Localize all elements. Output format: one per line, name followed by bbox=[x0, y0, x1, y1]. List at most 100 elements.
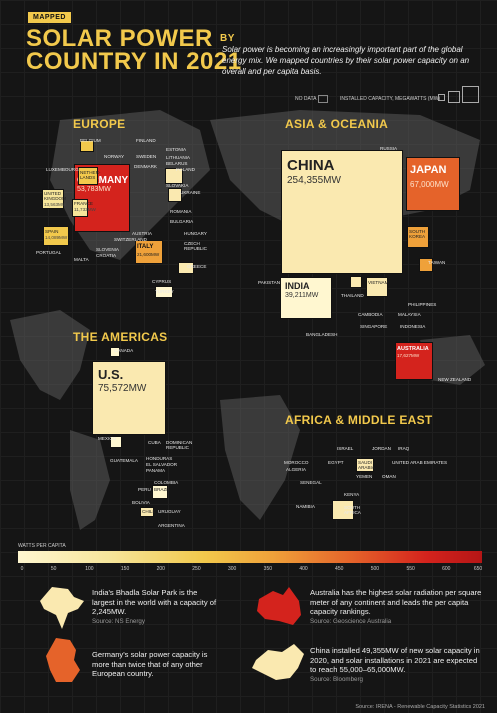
south-africa-label: SOUTH AFRICA bbox=[344, 505, 361, 515]
oman-label: OMAN bbox=[382, 474, 396, 479]
chile-label: CHILE bbox=[142, 509, 156, 514]
netherlands-label: NETHER- LANDS bbox=[80, 170, 100, 180]
scale-tick: 150 bbox=[121, 566, 129, 572]
algeria-label: ALGERIA bbox=[286, 467, 306, 472]
jordan-label: JORDAN bbox=[372, 446, 391, 451]
us-value: 75,572MW bbox=[98, 383, 146, 394]
south-korea-label: SOUTH KOREA bbox=[409, 229, 425, 239]
portugal-label: PORTUGAL bbox=[36, 250, 61, 255]
fact-australia-source: Source: Geoscience Australia bbox=[310, 617, 485, 627]
uk-label: UNITED KINGDOM bbox=[44, 191, 66, 201]
region-asia-title: ASIA & OCEANIA bbox=[285, 117, 388, 131]
singapore-label: SINGAPORE bbox=[360, 324, 387, 329]
iraq-label: IRAQ bbox=[398, 446, 409, 451]
color-scale-bar bbox=[18, 551, 482, 563]
fact-germany-text: Germany's solar power capacity is more t… bbox=[92, 650, 217, 679]
india-map-icon bbox=[38, 585, 86, 631]
fact-india-source: Source: NS Energy bbox=[92, 617, 217, 627]
cambodia-label: CAMBODIA bbox=[358, 312, 383, 317]
guatemala-label: GUATEMALA bbox=[110, 458, 138, 463]
hungary-label: HUNGARY bbox=[184, 231, 207, 236]
lithuania-label: LITHUANIA bbox=[166, 155, 190, 160]
scale-tick: 0 bbox=[21, 566, 24, 572]
mexico-label: MEXICO bbox=[98, 436, 116, 441]
uae-label: UNITED ARAB EMIRATES bbox=[392, 460, 447, 465]
scale-tick: 350 bbox=[264, 566, 272, 572]
denmark-label: DENMARK bbox=[134, 164, 157, 169]
vietnam-label: VIETNAM bbox=[368, 280, 388, 285]
thailand-label: THAILAND bbox=[341, 293, 364, 298]
italy-name: ITALY bbox=[137, 244, 153, 250]
scale-tick: 600 bbox=[442, 566, 450, 572]
morocco-label: MOROCCO bbox=[284, 460, 309, 465]
el-salvador-label: EL SALVADOR bbox=[146, 462, 177, 467]
region-americas-title: THE AMERICAS bbox=[73, 330, 168, 344]
china-name: CHINA bbox=[287, 157, 335, 174]
poland-label: POLAND bbox=[176, 167, 195, 172]
bangladesh-label: BANGLADESH bbox=[306, 332, 337, 337]
romania-label: ROMANIA bbox=[170, 209, 191, 214]
luxembourg-label: LUXEMBOURG bbox=[46, 167, 79, 172]
scale-tick: 500 bbox=[371, 566, 379, 572]
uruguay-label: URUGUAY bbox=[158, 509, 181, 514]
bulgaria-label: BULGARIA bbox=[170, 219, 193, 224]
scale-tick: 300 bbox=[228, 566, 236, 572]
croatia-label: CROATIA bbox=[96, 253, 116, 258]
japan-name: JAPAN bbox=[410, 164, 446, 176]
australia-name: AUSTRALIA bbox=[397, 346, 429, 352]
fact-china: China installed 49,355MW of new solar ca… bbox=[310, 646, 480, 684]
region-africa-title: AFRICA & MIDDLE EAST bbox=[285, 413, 433, 427]
finland-label: FINLAND bbox=[136, 138, 156, 143]
saudi-label: SAUDI ARABIA bbox=[358, 460, 375, 470]
pakistan-label: PAKISTAN bbox=[258, 280, 280, 285]
indonesia-label: INDONESIA bbox=[400, 324, 425, 329]
estonia-label: ESTONIA bbox=[166, 147, 186, 152]
honduras-label: HONDURAS bbox=[146, 456, 172, 461]
fact-germany: Germany's solar power capacity is more t… bbox=[92, 650, 217, 679]
germany-value: 53,783MW bbox=[77, 186, 111, 193]
czech-label: CZECH REPUBLIC bbox=[184, 241, 207, 251]
scale-tick: 250 bbox=[192, 566, 200, 572]
france-value: 11,733MW bbox=[74, 207, 96, 212]
fact-india: India's Bhadla Solar Park is the largest… bbox=[92, 588, 217, 626]
malaysia-label: MALAYSIA bbox=[398, 312, 421, 317]
scale-tick: 200 bbox=[157, 566, 165, 572]
australia-value: 17,627MW bbox=[397, 353, 419, 358]
belgium-label: BELGIUM bbox=[80, 138, 101, 143]
japan-value: 67,000MW bbox=[410, 180, 449, 189]
argentina-label: ARGENTINA bbox=[158, 523, 185, 528]
cuba-label: CUBA bbox=[148, 440, 161, 445]
russia-label: RUSSIA bbox=[380, 146, 397, 151]
china-map-icon bbox=[250, 640, 306, 684]
fact-australia-text: Australia has the highest solar radiatio… bbox=[310, 588, 485, 617]
scale-tick: 650 bbox=[474, 566, 482, 572]
page-title: SOLAR POWER BY COUNTRY IN 2021 bbox=[26, 27, 242, 73]
region-europe-title: EUROPE bbox=[73, 117, 125, 131]
us-name: U.S. bbox=[98, 367, 123, 382]
footer-source: Source: IRENA - Renewable Capacity Stati… bbox=[355, 704, 485, 710]
scale-tick: 100 bbox=[85, 566, 93, 572]
title-by: BY bbox=[220, 33, 235, 44]
italy-value: 21,600MW bbox=[137, 252, 159, 257]
cyprus-label: CYPRUS bbox=[152, 279, 171, 284]
panama-label: PANAMA bbox=[146, 468, 165, 473]
senegal-label: SENEGAL bbox=[300, 480, 322, 485]
yemen-label: YEMEN bbox=[356, 474, 372, 479]
canada-label: CANADA bbox=[114, 348, 133, 353]
namibia-label: NAMIBIA bbox=[296, 504, 315, 509]
china-value: 254,355MW bbox=[287, 175, 341, 186]
switzerland-label: SWITZERLAND bbox=[114, 237, 147, 242]
fact-india-text: India's Bhadla Solar Park is the largest… bbox=[92, 588, 217, 617]
greece-label: GREECE bbox=[187, 264, 206, 269]
uk-value: 13,563MW bbox=[44, 202, 66, 207]
scale-tick: 550 bbox=[406, 566, 414, 572]
spain-value: 14,089MW bbox=[45, 235, 67, 240]
israel-label: ISRAEL bbox=[337, 446, 353, 451]
australia-map-icon bbox=[255, 585, 303, 629]
france-label: FRANCE bbox=[74, 201, 93, 206]
scale-tick: 450 bbox=[335, 566, 343, 572]
title-line-2: COUNTRY IN 2021 bbox=[26, 50, 242, 73]
taiwan-label: TAIWAN bbox=[428, 260, 445, 265]
india-value: 39,211MW bbox=[285, 292, 318, 299]
